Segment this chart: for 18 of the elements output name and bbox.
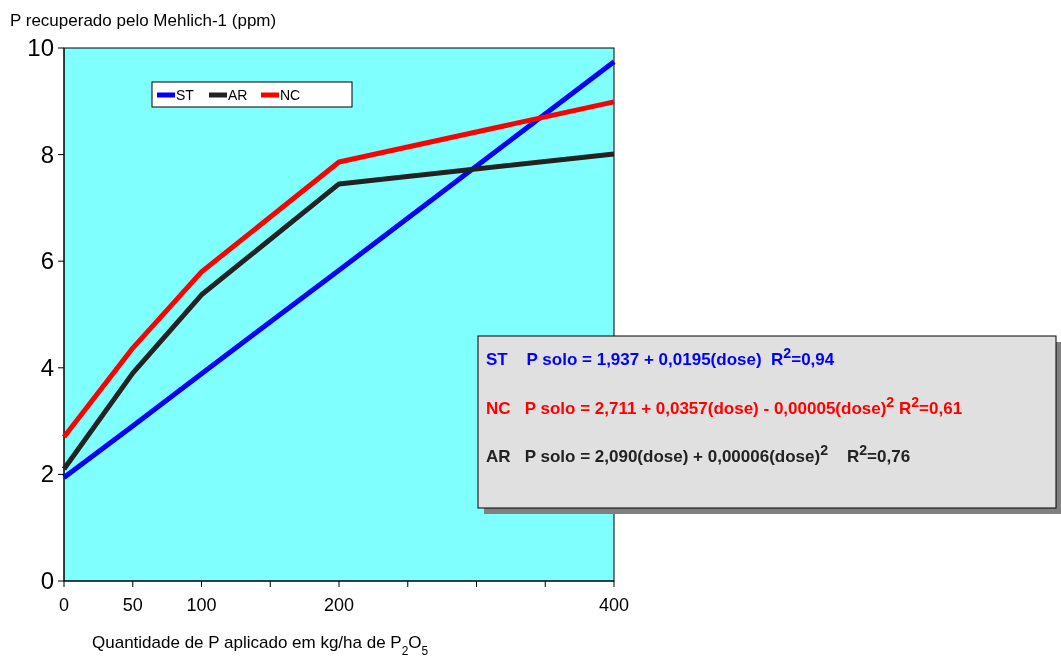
y-tick-label: 4 [40,353,54,381]
y-tick-label: 8 [40,140,54,168]
x-axis-title: Quantidade de P aplicado em kg/ha de P$_{2}$O$_{5}$ [92,633,429,657]
x-tick-label: 0 [58,595,70,615]
x-tick-label: 400 [598,595,630,615]
y-tick-label: 0 [40,567,54,594]
y-axis-title: P recuperado pelo Mehlich-1 (ppm) [10,11,277,30]
x-tick-label: 100 [186,595,217,615]
annotation: ST P solo = 1,937 + 0,0195(dose) R$^{2}$=0,94 [486,344,836,371]
legend-label: NC [280,87,301,103]
legend-label: ST [176,87,195,103]
x-tick-label: 50 [122,595,143,615]
y-tick-label: 6 [40,247,54,275]
annotation: NC P solo = 2,711 + 0,0357(dose) - 0,00005(dose)$^{2}$ R$^{2}$=0,61 [486,392,964,420]
y-tick-label: 10 [27,34,54,61]
legend-label: AR [228,87,248,103]
y-tick-label: 2 [40,460,54,488]
x-tick-label: 200 [323,595,355,615]
